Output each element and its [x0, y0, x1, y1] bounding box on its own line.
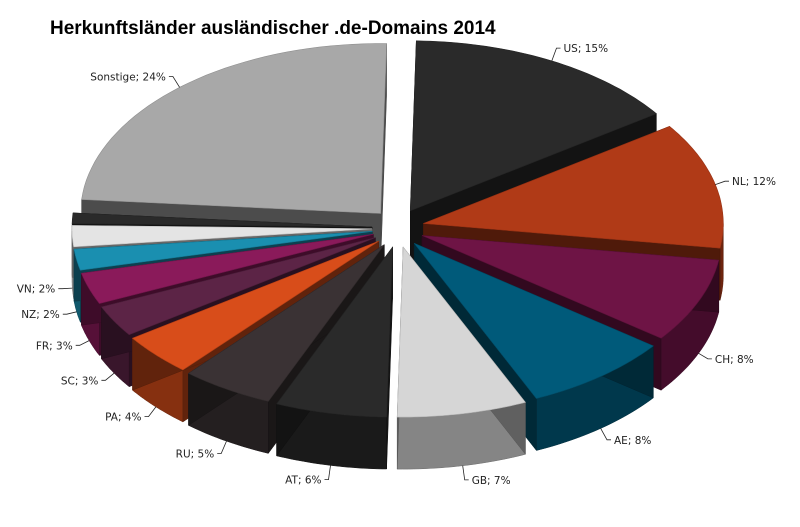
- slice-label-nz: NZ; 2%: [21, 309, 60, 321]
- leader-line-sonstige: [168, 76, 180, 88]
- slice-gb: [396, 246, 526, 470]
- slice-label-us: US; 15%: [564, 43, 609, 55]
- slice-other-top: [71, 212, 373, 228]
- slice-label-ae: AE; 8%: [614, 435, 651, 447]
- slice-ch-top: [421, 235, 720, 339]
- slice-gb-top: [396, 246, 526, 418]
- slice-labels: US; 15% NL; 12% CH; 8% AE; 8% GB; 7% AT; 6% RU…: [17, 43, 776, 487]
- slice-label-at: AT; 6%: [285, 475, 321, 487]
- slice-sc-top: [100, 237, 376, 336]
- slice-pa-top: [131, 240, 379, 371]
- slice-ru-top: [187, 244, 385, 402]
- chart-title: Herkunftsländer ausländischer .de-Domain…: [50, 18, 496, 39]
- slice-at-top: [276, 246, 393, 418]
- slice-label-pa: PA; 4%: [105, 412, 141, 424]
- slice-label-sc: SC; 3%: [61, 375, 99, 387]
- leader-line-vn: [58, 287, 73, 290]
- leader-line-us: [551, 47, 561, 62]
- slice-label-ch: CH; 8%: [715, 354, 754, 366]
- slice-label-fr: FR; 3%: [36, 340, 73, 352]
- slice-at: [276, 246, 393, 470]
- leader-line-nl: [715, 180, 729, 185]
- leader-line-nz: [62, 311, 77, 315]
- slice-ae-top: [413, 243, 654, 399]
- slice-tops: [71, 40, 724, 470]
- slice-label-nl: NL; 12%: [732, 176, 776, 188]
- leader-line-fr: [75, 340, 90, 346]
- slice-sonstige-top: [81, 43, 387, 214]
- slice-label-sonstige: Sonstige; 24%: [90, 72, 166, 84]
- slice-vn-top: [71, 225, 373, 248]
- slice-label-vn: VN; 2%: [17, 284, 56, 296]
- leader-line-pa: [144, 406, 157, 418]
- leader-line-ae: [600, 428, 611, 441]
- slice-label-ru: RU; 5%: [176, 449, 215, 461]
- leader-line-ru: [217, 440, 227, 454]
- leader-line-gb: [462, 465, 469, 481]
- leader-line-ch: [698, 352, 712, 360]
- leader-line-at: [324, 465, 331, 481]
- slice-label-gb: GB; 7%: [472, 475, 511, 487]
- slice-fr-top: [80, 233, 374, 304]
- leader-line-sc: [101, 372, 115, 381]
- slice-nz-top: [73, 231, 373, 271]
